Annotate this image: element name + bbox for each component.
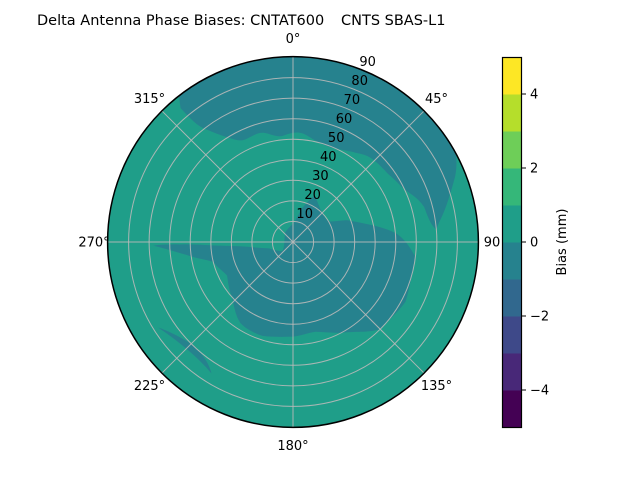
r-label-90: 90 — [359, 55, 376, 70]
colorbar-tick-2: 2 — [530, 162, 538, 177]
colorbar-tick-4: 4 — [530, 88, 538, 103]
theta-label-90: 90 — [484, 236, 501, 251]
colorbar-axis-label: Bias (mm) — [555, 209, 570, 276]
colorbar-seg-1 — [502, 353, 522, 391]
r-label-80: 80 — [351, 74, 368, 89]
theta-label-270: 270° — [78, 236, 109, 251]
chart-title-antenna: CNTS SBAS-L1 — [341, 13, 445, 29]
colorbar-tick-neg2: −2 — [530, 310, 549, 325]
contour-north-cap — [179, 57, 457, 230]
theta-label-0: 0° — [286, 32, 301, 47]
theta-label-135: 135° — [421, 379, 452, 394]
colorbar-seg-5 — [502, 205, 522, 243]
chart-title-station: Delta Antenna Phase Biases: CNTAT600 — [37, 13, 324, 29]
colorbar-tick-neg4: −4 — [530, 384, 549, 399]
colorbar-seg-3 — [502, 279, 522, 317]
colorbar-seg-9 — [502, 57, 522, 95]
colorbar-seg-2 — [502, 316, 522, 354]
r-label-60: 60 — [336, 112, 353, 127]
colorbar-tick-0: 0 — [530, 236, 538, 251]
colorbar-tick-labels: 4 2 0 −2 −4 — [530, 88, 549, 399]
theta-label-45: 45° — [425, 92, 448, 107]
colorbar-seg-4 — [502, 242, 522, 280]
theta-label-225: 225° — [134, 379, 165, 394]
theta-label-315: 315° — [134, 92, 165, 107]
theta-tick-labels: 0° 45° 90 135° 180° 225° 270° 315° — [78, 32, 500, 454]
r-label-20: 20 — [304, 188, 321, 203]
r-label-40: 40 — [320, 150, 337, 165]
theta-label-180: 180° — [277, 439, 308, 454]
colorbar-ticks — [521, 93, 526, 391]
r-tick-labels: 10 20 30 40 50 60 70 80 90 — [296, 55, 375, 222]
colorbar-seg-7 — [502, 131, 522, 169]
r-label-50: 50 — [328, 131, 345, 146]
azimuth-gridlines — [108, 57, 478, 427]
r-label-70: 70 — [344, 93, 361, 108]
r-label-10: 10 — [296, 207, 313, 222]
colorbar-seg-0 — [502, 390, 522, 428]
colorbar: 4 2 0 −2 −4 Bias (mm) — [501, 56, 570, 429]
colorbar-seg-6 — [502, 168, 522, 206]
colorbar-seg-8 — [502, 94, 522, 132]
polar-outline — [106, 55, 480, 429]
r-label-30: 30 — [312, 169, 329, 184]
